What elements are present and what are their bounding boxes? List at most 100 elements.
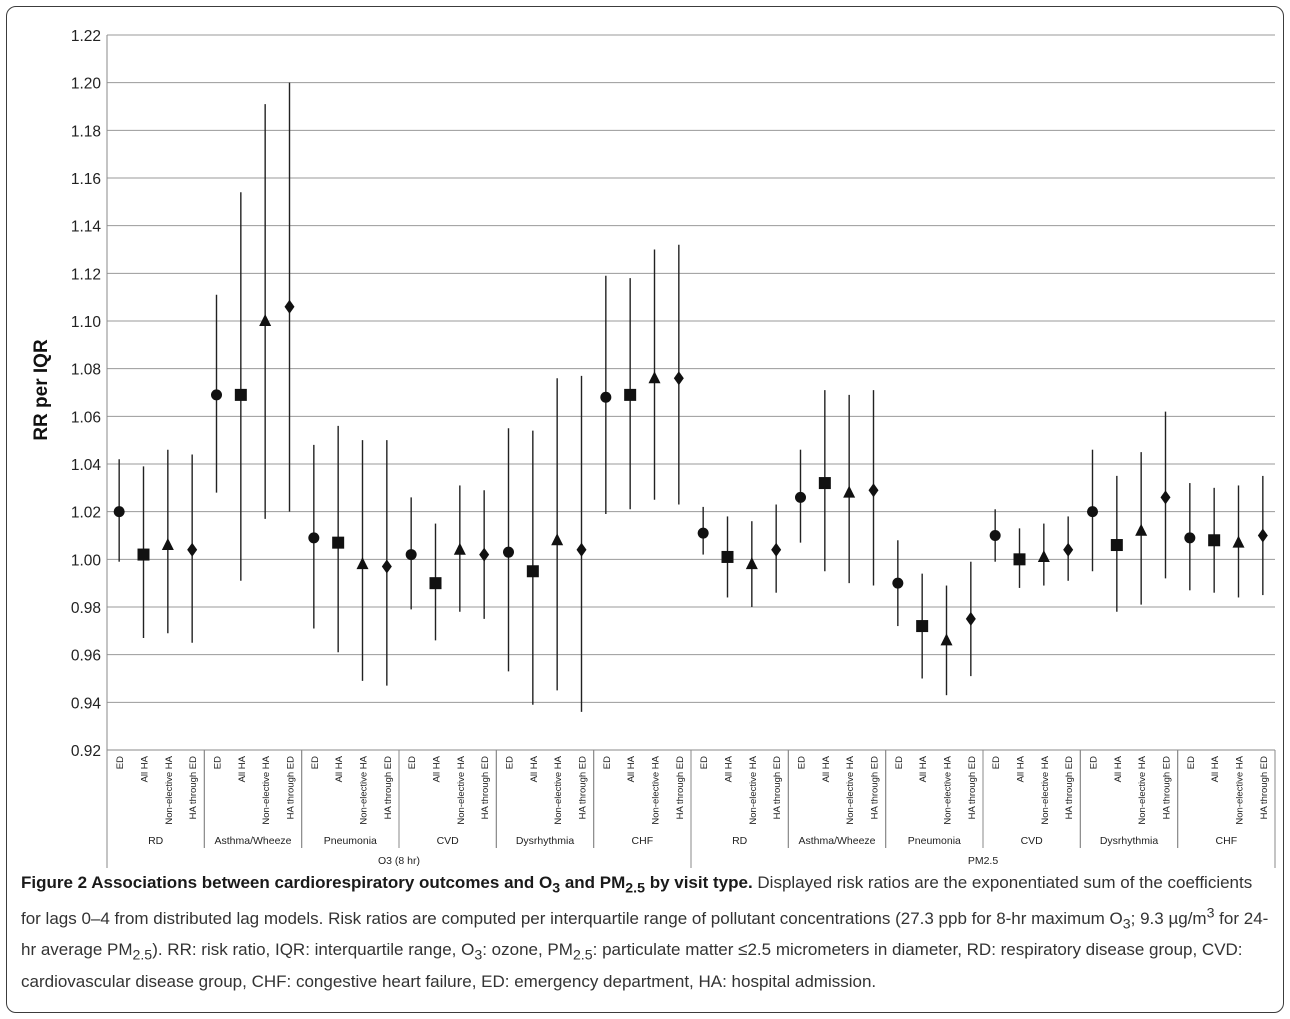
visit-type-label: HA through ED [1162,756,1173,820]
figure-frame [6,6,1284,1013]
visit-type-label: HA through ED [1259,756,1270,820]
marker-nonelective-ha [356,557,369,570]
y-tick-label: 1.08 [71,362,101,379]
visit-type-label: Non-elective HA [261,755,272,824]
marker-nonelective-ha [1232,535,1245,548]
caption-title: Figure 2 Associations between cardioresp… [21,873,753,897]
visit-type-label: All HA [1016,755,1027,782]
marker-all-ha [1110,539,1123,552]
y-tick-label: 0.98 [71,600,101,617]
marker-ha-through-ed [868,483,879,498]
visit-type-label: All HA [529,755,540,782]
visit-type-label: All HA [432,755,443,782]
visit-type-label: HA through ED [188,756,199,820]
visit-type-label: HA through ED [578,756,589,820]
marker-ed [308,532,320,544]
marker-ed [989,530,1001,541]
marker-nonelective-ha [1135,523,1148,536]
y-tick-label: 1.20 [71,76,102,93]
visit-type-label: All HA [821,755,832,782]
visit-type-label: Non-elective HA [456,755,467,824]
marker-ha-through-ed [284,299,295,314]
y-tick-label: 1.02 [71,505,101,522]
risk-ratio-chart: 0.92 0.94 0.96 0.98 1.00 1.02 1.04 1.06 1.08 1.10… [31,28,1276,868]
marker-ed [405,549,417,561]
marker-all-ha [526,565,539,578]
marker-all-ha [1208,534,1221,547]
visit-type-label: Non-elective HA [651,755,662,824]
outcome-label: RD [732,835,748,847]
marker-nonelective-ha [551,533,564,546]
visit-type-label: All HA [918,755,929,782]
visit-type-label: HA through ED [870,756,881,820]
interval-bars [118,82,1264,712]
marker-all-ha [916,620,929,633]
visit-type-label: HA through ED [675,756,686,820]
visit-type-label: Non-elective HA [359,755,370,824]
outcome-label: CHF [632,835,654,847]
visit-type-label: All HA [1113,755,1124,782]
marker-nonelective-ha [745,557,758,570]
visit-type-label: HA through ED [480,756,491,820]
category-labels: ED All HA Non-elective HA HA through ED RD ED… [115,755,1270,867]
outcome-label: RD [148,835,164,847]
visit-type-label: Non-elective HA [1137,755,1148,824]
y-tick-label: 1.22 [71,28,101,45]
y-tick-label: 1.04 [71,457,102,474]
visit-type-label: All HA [626,755,637,782]
visit-type-label: HA through ED [967,756,978,820]
visit-type-label: All HA [334,755,345,782]
visit-type-label: ED [602,756,613,769]
y-tick-label: 0.92 [71,743,101,760]
visit-type-label: Non-elective HA [748,755,759,824]
visit-type-label: ED [797,756,808,769]
marker-ha-through-ed [1063,542,1074,557]
marker-all-ha [1013,553,1026,566]
visit-type-label: HA through ED [1064,756,1075,820]
outcome-label: Dysrhythmia [1100,835,1159,847]
outcome-label: Dysrhythmia [516,835,575,847]
marker-ed [600,391,612,403]
visit-type-label: Non-elective HA [553,755,564,824]
visit-type-label: ED [991,756,1002,769]
y-tick-label: 1.10 [71,314,102,331]
outcome-label: CHF [1216,835,1238,847]
marker-ha-through-ed [965,611,976,626]
visit-type-label: ED [505,756,516,769]
visit-type-label: ED [115,756,126,769]
visit-type-label: Non-elective HA [943,755,954,824]
marker-all-ha [818,477,831,490]
axes: 0.92 0.94 0.96 0.98 1.00 1.02 1.04 1.06 1.08 1.10… [71,28,1276,868]
marker-ha-through-ed [1160,490,1171,505]
marker-ha-through-ed [673,371,684,386]
outcome-label: CVD [1021,835,1044,847]
visit-type-label: ED [310,756,321,769]
outcome-label: Pneumonia [908,835,961,847]
visit-type-label: Non-elective HA [164,755,175,824]
y-tick-label: 1.14 [71,219,102,236]
y-tick-label: 1.16 [71,171,101,188]
visit-type-label: Non-elective HA [1040,755,1051,824]
marker-ed [503,546,514,558]
marker-nonelective-ha [453,542,466,555]
visit-type-label: ED [407,756,418,769]
pollutant-label: PM2.5 [968,855,999,867]
outcome-label: Pneumonia [324,835,377,847]
y-tick-label: 0.96 [71,648,101,665]
marker-nonelective-ha [1037,549,1050,562]
marker-nonelective-ha [259,314,272,326]
visit-type-label: ED [213,756,224,769]
marker-ed [211,389,222,401]
y-axis-label: RR per IQR [31,339,52,441]
gridlines [107,34,1275,751]
visit-type-label: All HA [724,755,735,782]
visit-type-label: HA through ED [772,756,783,820]
outcome-label: Asthma/Wheeze [214,835,291,847]
marker-all-ha [137,548,150,561]
y-tick-label: 1.06 [71,409,101,426]
visit-type-label: ED [1089,756,1100,769]
point-markers [113,299,1268,646]
marker-ha-through-ed [1257,528,1268,543]
marker-all-ha [429,577,442,590]
visit-type-label: All HA [1210,755,1221,782]
